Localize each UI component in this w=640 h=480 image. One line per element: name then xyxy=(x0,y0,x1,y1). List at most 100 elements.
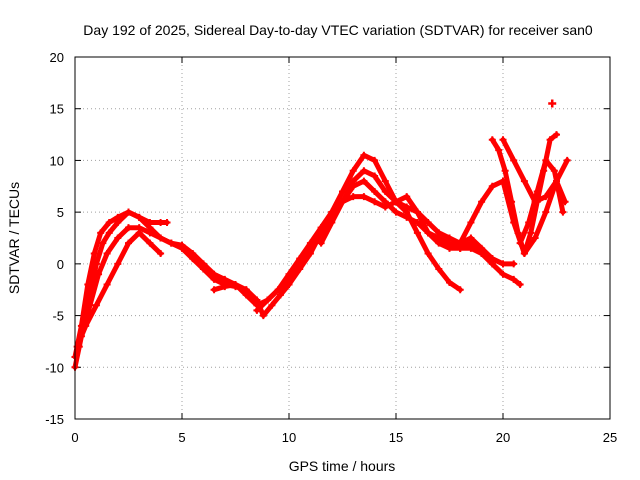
series-line-track-1 xyxy=(72,152,463,370)
data-point xyxy=(478,198,486,206)
data-point xyxy=(488,182,496,190)
y-tick-label: 5 xyxy=(57,205,64,220)
data-point xyxy=(495,146,503,154)
data-point xyxy=(221,283,229,291)
data-point xyxy=(499,270,507,278)
data-point xyxy=(550,167,558,175)
data-point xyxy=(103,281,111,289)
data-point xyxy=(157,218,165,226)
x-tick-labels: 0 5 10 15 20 25 xyxy=(71,430,617,445)
data-point xyxy=(317,229,325,237)
data-point xyxy=(424,229,432,237)
data-point xyxy=(514,229,522,237)
data-point xyxy=(125,208,132,216)
data-point xyxy=(446,278,453,286)
data-point xyxy=(349,193,357,201)
data-point xyxy=(232,281,239,289)
data-point xyxy=(533,187,541,195)
data-point xyxy=(478,244,486,252)
y-tick-label: 20 xyxy=(50,50,64,65)
data-point xyxy=(114,234,122,242)
data-point xyxy=(328,218,336,226)
data-point xyxy=(381,187,389,195)
y-tick-labels: -15 -10 -5 0 5 10 15 20 xyxy=(45,50,64,427)
data-point xyxy=(413,208,421,216)
data-point xyxy=(199,265,207,273)
data-point xyxy=(501,167,509,175)
data-point xyxy=(553,131,560,139)
data-point xyxy=(95,270,103,278)
data-point xyxy=(339,187,346,195)
data-point xyxy=(349,167,357,175)
data-point xyxy=(92,301,100,309)
data-point xyxy=(381,177,389,185)
data-point xyxy=(268,301,276,309)
x-axis-label: GPS time / hours xyxy=(289,458,396,474)
data-point xyxy=(371,198,379,206)
data-point xyxy=(178,244,186,252)
data-point xyxy=(510,156,518,164)
x-tick-label: 20 xyxy=(496,430,510,445)
y-axis-label: SDTVAR / TECUs xyxy=(6,182,22,294)
data-point xyxy=(306,244,314,252)
data-point xyxy=(167,239,175,247)
series-points-track-11 xyxy=(516,156,567,247)
data-point xyxy=(157,250,165,258)
data-point xyxy=(125,239,132,247)
x-tick-label: 25 xyxy=(603,430,617,445)
y-tick-label: -10 xyxy=(45,360,64,375)
data-point xyxy=(339,198,346,206)
data-point xyxy=(371,172,379,180)
data-point xyxy=(99,239,107,247)
data-point xyxy=(253,306,261,314)
series-points-track-4 xyxy=(77,224,250,340)
data-point xyxy=(146,218,154,226)
data-point xyxy=(424,218,432,226)
data-point xyxy=(296,260,304,268)
data-point xyxy=(531,234,539,242)
data-point xyxy=(488,255,496,263)
data-point xyxy=(403,213,411,221)
data-point xyxy=(210,275,218,283)
outlier-point xyxy=(548,99,557,108)
data-point xyxy=(563,156,571,164)
series-points-track-1 xyxy=(71,151,464,371)
data-point xyxy=(413,218,421,226)
plot-frame xyxy=(74,56,611,420)
data-point xyxy=(542,208,550,216)
data-point xyxy=(499,260,507,268)
data-point xyxy=(77,332,85,340)
data-point xyxy=(189,255,197,263)
data-point xyxy=(371,187,379,195)
data-point xyxy=(210,286,218,294)
data-point xyxy=(435,229,443,237)
plot-series xyxy=(71,99,571,371)
data-point xyxy=(114,260,122,268)
data-point xyxy=(403,193,411,201)
data-point xyxy=(371,156,379,164)
data-point xyxy=(274,286,282,294)
data-point xyxy=(499,136,507,144)
data-point xyxy=(349,177,357,185)
data-point xyxy=(125,224,132,232)
data-point xyxy=(97,229,105,237)
data-point xyxy=(525,218,533,226)
series-line-track-11 xyxy=(517,157,566,246)
data-point xyxy=(114,213,122,221)
data-point xyxy=(242,291,250,299)
x-tick-label: 10 xyxy=(282,430,296,445)
series-points-track-7 xyxy=(317,167,518,268)
data-point xyxy=(510,260,518,268)
data-point xyxy=(510,275,518,283)
data-point xyxy=(392,208,400,216)
data-point xyxy=(276,291,284,299)
data-point xyxy=(435,265,443,273)
x-tick-label: 0 xyxy=(71,430,78,445)
data-point xyxy=(413,229,421,237)
data-point xyxy=(542,193,550,201)
data-point xyxy=(360,193,368,201)
x-tick-label: 5 xyxy=(178,430,185,445)
data-point xyxy=(488,136,496,144)
data-point xyxy=(317,239,325,247)
